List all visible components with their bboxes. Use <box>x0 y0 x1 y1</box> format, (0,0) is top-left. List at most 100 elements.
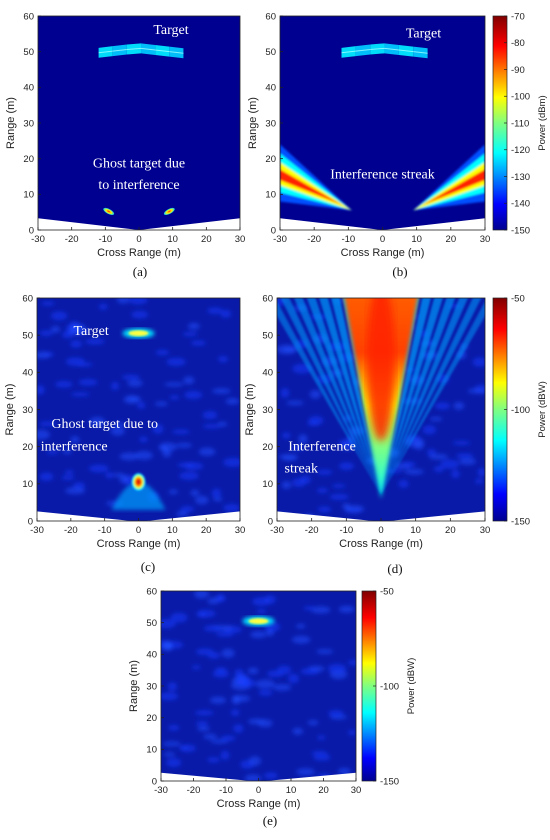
colorbar-tick-label: -90 <box>511 65 525 76</box>
colorbar: -50 -100 -150 Power (dBW) <box>492 293 548 527</box>
y-axis-label: Range (m) <box>244 384 256 436</box>
x-tick-label: -10 <box>219 785 233 796</box>
panel-label: (b) <box>392 264 407 279</box>
annotation: Interference <box>288 439 356 454</box>
x-tick-label: 0 <box>380 234 385 245</box>
x-tick-label: 30 <box>235 525 246 536</box>
y-tick-label: 60 <box>262 293 273 304</box>
heatmap-image <box>37 298 240 521</box>
interference-streak-2 <box>413 144 485 211</box>
clutter-texture <box>161 591 356 781</box>
y-tick-label: 40 <box>22 368 33 379</box>
x-tick-label: 10 <box>411 234 422 245</box>
x-tick-label: 30 <box>351 785 362 796</box>
heatmap-image <box>280 43 485 230</box>
x-tick-label: 10 <box>167 234 178 245</box>
colorbar-tick-label: -50 <box>511 293 525 304</box>
y-tick-label: 20 <box>262 442 273 453</box>
x-axis-label: Cross Range (m) <box>97 247 181 259</box>
ghost-target-2 <box>163 207 175 216</box>
target-arc <box>98 43 184 59</box>
blind-region <box>277 511 485 521</box>
colorbar-tick-label: -100 <box>380 681 399 692</box>
y-tick-label: 50 <box>23 47 34 58</box>
x-tick-label: -30 <box>270 525 284 536</box>
heatmap-image <box>161 591 356 781</box>
y-tick-label: 30 <box>146 681 157 692</box>
y-tick-label: 50 <box>146 618 157 629</box>
y-tick-label: 10 <box>22 479 33 490</box>
x-tick-label: 0 <box>378 525 383 536</box>
y-tick-label: 30 <box>23 118 34 129</box>
x-axis-label: Cross Range (m) <box>341 247 425 259</box>
x-tick-label: -30 <box>273 234 287 245</box>
y-axis-label: Range (m) <box>5 97 17 149</box>
panel-label: (a) <box>133 264 147 279</box>
x-tick-label: -20 <box>65 234 79 245</box>
x-axis-label: Cross Range (m) <box>97 538 181 550</box>
colorbar-tick-label: -150 <box>380 776 399 787</box>
y-tick-label: 20 <box>265 154 276 165</box>
y-tick-label: 50 <box>265 47 276 58</box>
colorbar-label: Power (dBW) <box>537 381 548 437</box>
ghost-target <box>111 472 166 510</box>
annotation: Ghost target due to <box>51 417 158 432</box>
ghost-target-1 <box>103 207 115 216</box>
y-tick-label: 10 <box>146 745 157 756</box>
x-tick-label: 0 <box>136 234 141 245</box>
y-tick-label: 60 <box>22 293 33 304</box>
target-spot <box>242 616 275 627</box>
heatmap-image <box>38 43 240 230</box>
x-tick-label: 10 <box>167 525 178 536</box>
y-tick-label: 0 <box>152 776 157 787</box>
x-axis-label: Cross Range (m) <box>217 798 301 810</box>
x-tick-label: 10 <box>410 525 421 536</box>
colorbar-tick-label: -120 <box>511 145 530 156</box>
y-tick-label: 0 <box>28 516 33 527</box>
colorbar-tick-label: -150 <box>511 225 530 236</box>
blind-region <box>38 218 240 230</box>
clutter-texture <box>37 298 240 517</box>
x-tick-label: -30 <box>31 234 45 245</box>
y-tick-label: 60 <box>146 586 157 597</box>
annotation: Ghost target due <box>93 157 185 172</box>
y-tick-label: 0 <box>271 225 276 236</box>
y-tick-label: 20 <box>22 442 33 453</box>
y-tick-label: 0 <box>29 225 34 236</box>
y-tick-label: 20 <box>23 154 34 165</box>
colorbar-tick-label: -70 <box>511 11 525 22</box>
y-tick-label: 50 <box>262 330 273 341</box>
x-tick-label: -10 <box>98 234 112 245</box>
colorbar-label: Power (dBm) <box>537 95 548 150</box>
y-tick-label: 60 <box>265 11 276 22</box>
x-tick-label: -20 <box>305 525 319 536</box>
blind-region <box>280 218 485 230</box>
colorbar-tick-label: -110 <box>511 118 529 129</box>
colorbar-tick-label: -150 <box>511 516 530 527</box>
x-tick-label: 30 <box>480 234 491 245</box>
y-tick-label: 40 <box>146 650 157 661</box>
x-tick-label: -30 <box>154 785 168 796</box>
x-tick-label: 10 <box>286 785 297 796</box>
colorbar: -50 -100 -150 Power (dBW) <box>361 586 417 787</box>
annotation: Target <box>406 26 441 41</box>
target-spot <box>122 328 155 339</box>
interference-streak <box>277 298 485 499</box>
target-arc <box>341 43 428 59</box>
colorbar-tick-label: -130 <box>511 172 530 183</box>
x-tick-label: -20 <box>64 525 78 536</box>
y-tick-label: 30 <box>22 405 33 416</box>
colorbar-label: Power (dBW) <box>406 658 417 714</box>
y-tick-label: 0 <box>268 516 273 527</box>
annotation: Interference streak <box>330 167 435 182</box>
annotation: interference <box>41 439 108 454</box>
x-tick-label: 20 <box>201 525 212 536</box>
colorbar-tick-label: -50 <box>380 586 394 597</box>
annotation: Target <box>73 324 108 339</box>
x-tick-label: 30 <box>480 525 491 536</box>
colorbar: -70 -80 -90 -100 -110 -120 -130 -140 -150 Power (… <box>492 11 548 236</box>
y-tick-label: 30 <box>262 405 273 416</box>
